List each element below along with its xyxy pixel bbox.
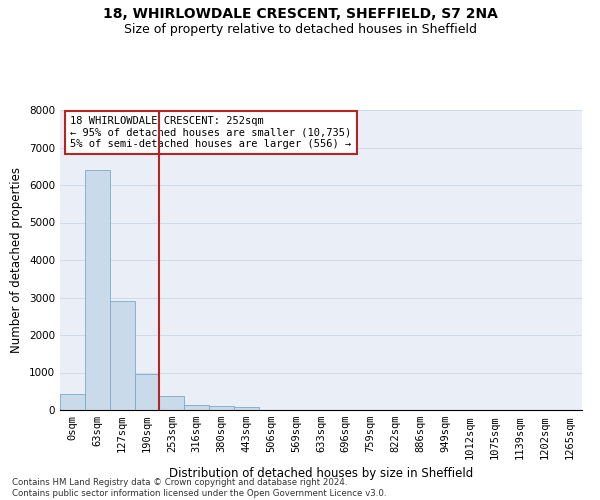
Bar: [184, 405, 209, 410]
Bar: [85, 170, 110, 410]
Bar: [234, 408, 259, 410]
Text: Contains HM Land Registry data © Crown copyright and database right 2024.
Contai: Contains HM Land Registry data © Crown c…: [12, 478, 386, 498]
Text: 18 WHIRLOWDALE CRESCENT: 252sqm
← 95% of detached houses are smaller (10,735)
5%: 18 WHIRLOWDALE CRESCENT: 252sqm ← 95% of…: [70, 116, 352, 149]
Bar: [160, 396, 184, 410]
X-axis label: Distribution of detached houses by size in Sheffield: Distribution of detached houses by size …: [169, 467, 473, 480]
Bar: [110, 301, 134, 410]
Bar: [209, 406, 234, 410]
Bar: [134, 374, 160, 410]
Text: 18, WHIRLOWDALE CRESCENT, SHEFFIELD, S7 2NA: 18, WHIRLOWDALE CRESCENT, SHEFFIELD, S7 …: [103, 8, 497, 22]
Bar: [60, 394, 85, 410]
Text: Size of property relative to detached houses in Sheffield: Size of property relative to detached ho…: [124, 22, 476, 36]
Y-axis label: Number of detached properties: Number of detached properties: [10, 167, 23, 353]
